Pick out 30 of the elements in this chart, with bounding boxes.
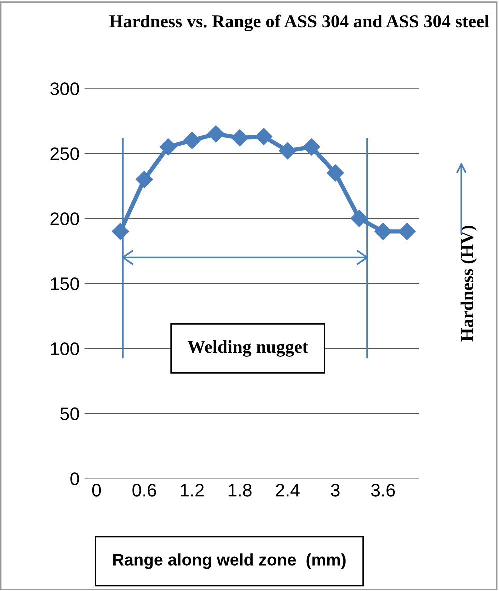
y-tick-label: 150 — [51, 278, 80, 290]
x-tick-label: 3 — [331, 484, 340, 497]
x-tick-label: 1.8 — [228, 484, 252, 497]
point — [327, 164, 344, 182]
point — [208, 126, 225, 143]
point — [232, 130, 249, 147]
chart-title: Hardness vs. Range of ASS 304 and ASS 304 steel — [110, 14, 490, 32]
point — [279, 142, 296, 160]
y-tick-label: 50 — [60, 408, 80, 420]
y-axis-title: Hardness (HV) — [460, 226, 478, 342]
x-tick-label: 3.6 — [371, 484, 396, 497]
point — [303, 138, 320, 156]
x-tick-label: 0.6 — [132, 484, 156, 497]
point — [398, 223, 416, 240]
x-tick-label: 0 — [92, 484, 102, 497]
point — [136, 171, 154, 188]
x-tick-label: 1.2 — [181, 484, 204, 497]
point — [160, 138, 177, 156]
x-tick-label: 2.4 — [276, 484, 300, 497]
y-tick-label: 200 — [50, 212, 80, 226]
point — [184, 132, 201, 150]
y-tick-label: 250 — [50, 148, 80, 160]
y-tick-label: 0 — [70, 472, 80, 486]
point — [350, 210, 368, 228]
annotation: Welding nugget — [188, 340, 308, 357]
y-tick-label: 300 — [50, 82, 80, 96]
point — [374, 223, 392, 240]
x-axis-title: Range along weld zone (mm) — [114, 554, 346, 570]
y-tick-label: 100 — [51, 342, 80, 356]
point — [255, 128, 272, 146]
